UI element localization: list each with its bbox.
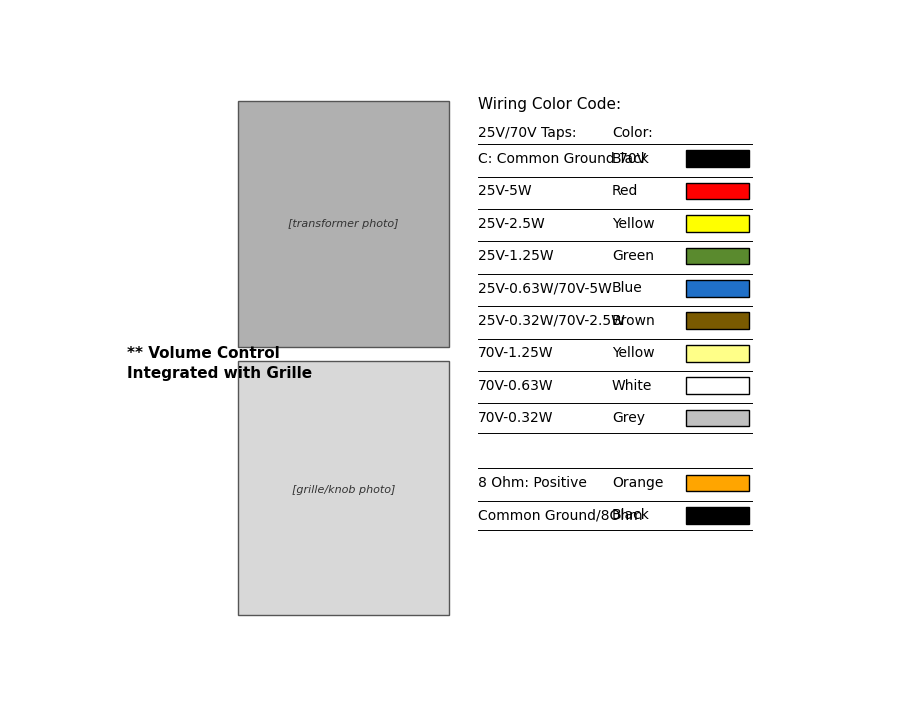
- Text: Black: Black: [612, 508, 650, 523]
- Bar: [238, 361, 448, 616]
- Bar: [686, 150, 748, 167]
- Text: Red: Red: [612, 184, 638, 198]
- Text: Black: Black: [612, 152, 650, 166]
- Text: Yellow: Yellow: [612, 216, 654, 231]
- Text: Blue: Blue: [612, 282, 642, 295]
- Text: 25V/70V Taps:: 25V/70V Taps:: [478, 126, 577, 140]
- Text: 25V-0.63W/70V-5W: 25V-0.63W/70V-5W: [478, 282, 612, 295]
- Text: Common Ground/8Ohm: Common Ground/8Ohm: [478, 508, 643, 523]
- Bar: [686, 280, 748, 297]
- Bar: [686, 215, 748, 232]
- Bar: [686, 312, 748, 329]
- Text: [transformer photo]: [transformer photo]: [288, 219, 399, 229]
- Bar: [686, 378, 748, 394]
- Bar: [686, 183, 748, 200]
- Text: 70V-1.25W: 70V-1.25W: [478, 346, 554, 360]
- Text: Wiring Color Code:: Wiring Color Code:: [478, 97, 622, 113]
- Text: Green: Green: [612, 249, 654, 263]
- Text: 8 Ohm: Positive: 8 Ohm: Positive: [478, 476, 587, 490]
- Bar: [686, 507, 748, 523]
- Text: White: White: [612, 379, 652, 393]
- Text: 70V-0.32W: 70V-0.32W: [478, 411, 554, 425]
- Text: [grille/knob photo]: [grille/knob photo]: [292, 485, 395, 494]
- Text: 70V-0.63W: 70V-0.63W: [478, 379, 554, 393]
- Bar: [686, 475, 748, 492]
- Text: Color:: Color:: [612, 126, 652, 140]
- Text: Orange: Orange: [612, 476, 663, 490]
- Text: 25V-1.25W: 25V-1.25W: [478, 249, 554, 263]
- Text: 25V-2.5W: 25V-2.5W: [478, 216, 545, 231]
- Text: ** Volume Control
Integrated with Grille: ** Volume Control Integrated with Grille: [127, 346, 313, 381]
- Bar: [238, 101, 448, 347]
- Text: 25V-0.32W/70V-2.5W: 25V-0.32W/70V-2.5W: [478, 314, 625, 328]
- Text: Grey: Grey: [612, 411, 645, 425]
- Bar: [686, 248, 748, 264]
- Bar: [686, 409, 748, 426]
- Text: Yellow: Yellow: [612, 346, 654, 360]
- Text: Brown: Brown: [612, 314, 656, 328]
- Bar: [686, 345, 748, 362]
- Text: C: Common Ground 70V: C: Common Ground 70V: [478, 152, 647, 166]
- Text: 25V-5W: 25V-5W: [478, 184, 532, 198]
